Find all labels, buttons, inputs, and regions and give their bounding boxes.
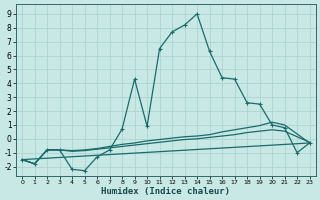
X-axis label: Humidex (Indice chaleur): Humidex (Indice chaleur) <box>101 187 230 196</box>
